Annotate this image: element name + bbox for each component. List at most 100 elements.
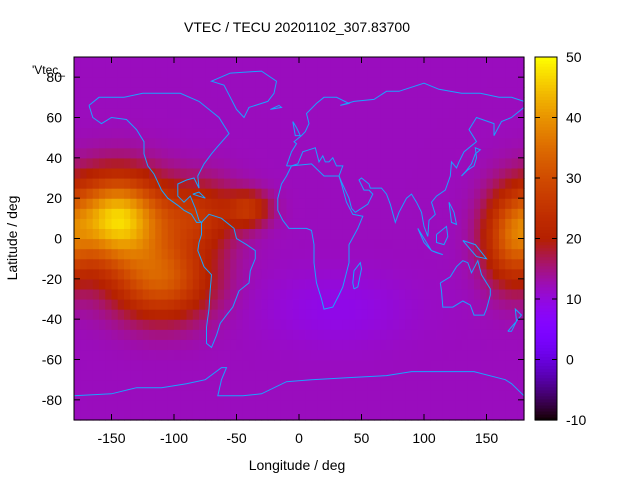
- heatmap-cell: [261, 288, 269, 300]
- heatmap-cell: [417, 218, 425, 230]
- heatmap-cell: [480, 409, 488, 421]
- heatmap-cell: [92, 399, 100, 411]
- heatmap-cell: [155, 339, 163, 351]
- heatmap-cell: [192, 379, 200, 391]
- heatmap-cell: [211, 379, 219, 391]
- heatmap-cell: [436, 107, 444, 119]
- heatmap-cell: [261, 198, 269, 209]
- heatmap-cell: [305, 57, 313, 68]
- heatmap-cell: [99, 389, 106, 401]
- heatmap-cell: [324, 87, 331, 98]
- heatmap-cell: [211, 319, 219, 330]
- heatmap-cell: [517, 278, 525, 290]
- heatmap-cell: [249, 379, 256, 391]
- heatmap-cell: [180, 319, 188, 330]
- heatmap-cell: [299, 198, 306, 209]
- heatmap-cell: [355, 299, 363, 310]
- heatmap-cell: [374, 117, 381, 129]
- heatmap-cell: [111, 228, 119, 240]
- heatmap-cell: [342, 288, 350, 300]
- heatmap-cell: [292, 329, 300, 340]
- heatmap-cell: [174, 208, 181, 219]
- heatmap-cell: [224, 319, 231, 330]
- heatmap-cell: [505, 258, 513, 270]
- heatmap-cell: [311, 208, 319, 219]
- heatmap-cell: [274, 238, 281, 250]
- heatmap-cell: [255, 248, 263, 260]
- heatmap-cell: [355, 288, 363, 300]
- heatmap-cell: [349, 77, 356, 88]
- heatmap-cell: [149, 349, 156, 361]
- heatmap-cell: [399, 77, 406, 88]
- heatmap-cell: [330, 127, 338, 139]
- colorbar-step: [535, 377, 557, 382]
- heatmap-cell: [386, 409, 394, 421]
- heatmap-cell: [499, 117, 506, 129]
- heatmap-cell: [199, 127, 206, 139]
- heatmap-cell: [392, 329, 400, 340]
- heatmap-cell: [405, 107, 413, 119]
- heatmap-cell: [374, 57, 381, 68]
- x-tick-label: 0: [295, 430, 303, 446]
- heatmap-cell: [305, 238, 313, 250]
- heatmap-cell: [111, 77, 119, 88]
- heatmap-cell: [92, 409, 100, 421]
- heatmap-cell: [411, 147, 419, 159]
- x-tick-label: 50: [354, 430, 370, 446]
- heatmap-cell: [249, 258, 256, 270]
- heatmap-cell: [449, 329, 456, 340]
- heatmap-cell: [167, 248, 175, 260]
- heatmap-cell: [442, 288, 450, 300]
- heatmap-cell: [424, 258, 431, 270]
- heatmap-cell: [299, 178, 306, 189]
- heatmap-cell: [136, 309, 144, 320]
- heatmap-cell: [99, 409, 106, 421]
- heatmap-cell: [299, 288, 306, 300]
- heatmap-cell: [442, 258, 450, 270]
- heatmap-cell: [324, 248, 331, 260]
- heatmap-cell: [92, 188, 100, 199]
- heatmap-cell: [199, 309, 206, 320]
- colorbar-step: [535, 190, 557, 194]
- heatmap-cell: [142, 188, 150, 199]
- colorbar-step: [535, 229, 557, 234]
- heatmap-cell: [399, 208, 406, 219]
- heatmap-cell: [461, 117, 469, 129]
- heatmap-cell: [192, 299, 200, 310]
- heatmap-cell: [117, 268, 125, 280]
- heatmap-cell: [436, 157, 444, 169]
- heatmap-cell: [442, 67, 450, 78]
- heatmap-cell: [117, 359, 125, 371]
- heatmap-cell: [324, 299, 331, 310]
- heatmap-cell: [124, 258, 131, 270]
- heatmap-cell: [205, 208, 213, 219]
- heatmap-cell: [492, 379, 500, 391]
- heatmap-cell: [286, 57, 294, 68]
- heatmap-cell: [111, 329, 119, 340]
- heatmap-cell: [467, 359, 475, 371]
- heatmap-cell: [199, 359, 206, 371]
- colorbar-step: [535, 241, 557, 246]
- heatmap-cell: [361, 349, 369, 361]
- colorbar-tick-label: 0: [566, 352, 574, 368]
- heatmap-cell: [130, 288, 138, 300]
- heatmap-cell: [386, 379, 394, 391]
- colorbar-step: [535, 389, 557, 394]
- heatmap-cell: [224, 137, 231, 149]
- heatmap-cell: [355, 359, 363, 371]
- heatmap-cell: [430, 107, 438, 119]
- heatmap-cell: [442, 399, 450, 411]
- colorbar-step: [535, 126, 557, 131]
- heatmap-cell: [417, 288, 425, 300]
- heatmap-cell: [399, 198, 406, 209]
- heatmap-cell: [349, 228, 356, 240]
- heatmap-cell: [499, 188, 506, 199]
- heatmap-cell: [149, 288, 156, 300]
- heatmap-cell: [274, 258, 281, 270]
- heatmap-cell: [224, 359, 231, 371]
- heatmap-cell: [249, 208, 256, 219]
- heatmap-cell: [174, 319, 181, 330]
- heatmap-cell: [280, 248, 288, 260]
- heatmap-cell: [349, 157, 356, 169]
- heatmap-cell: [386, 107, 394, 119]
